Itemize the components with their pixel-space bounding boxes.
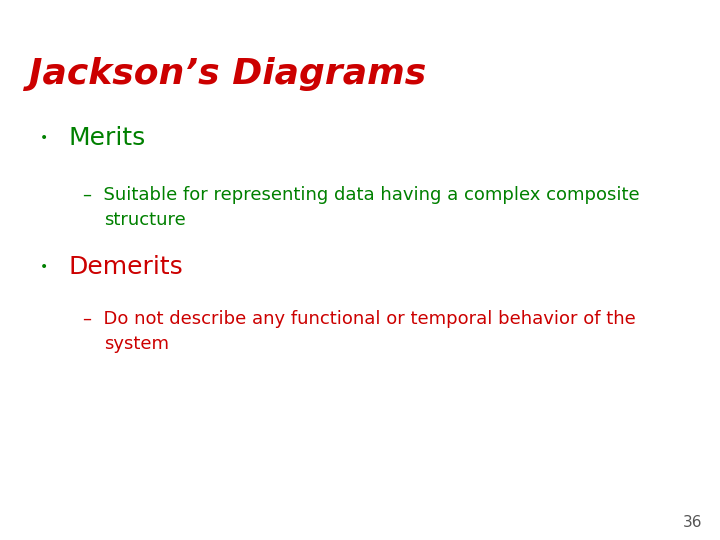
Text: –  Suitable for representing data having a complex composite: – Suitable for representing data having … [83, 186, 639, 204]
Text: –  Do not describe any functional or temporal behavior of the: – Do not describe any functional or temp… [83, 310, 636, 328]
Text: •: • [40, 131, 48, 145]
Text: Jackson’s Diagrams: Jackson’s Diagrams [29, 57, 426, 91]
Text: •: • [40, 260, 48, 274]
Text: structure: structure [104, 211, 186, 228]
Text: Merits: Merits [68, 126, 145, 150]
Text: 36: 36 [683, 515, 702, 530]
Text: Demerits: Demerits [68, 255, 183, 279]
Text: system: system [104, 335, 169, 353]
